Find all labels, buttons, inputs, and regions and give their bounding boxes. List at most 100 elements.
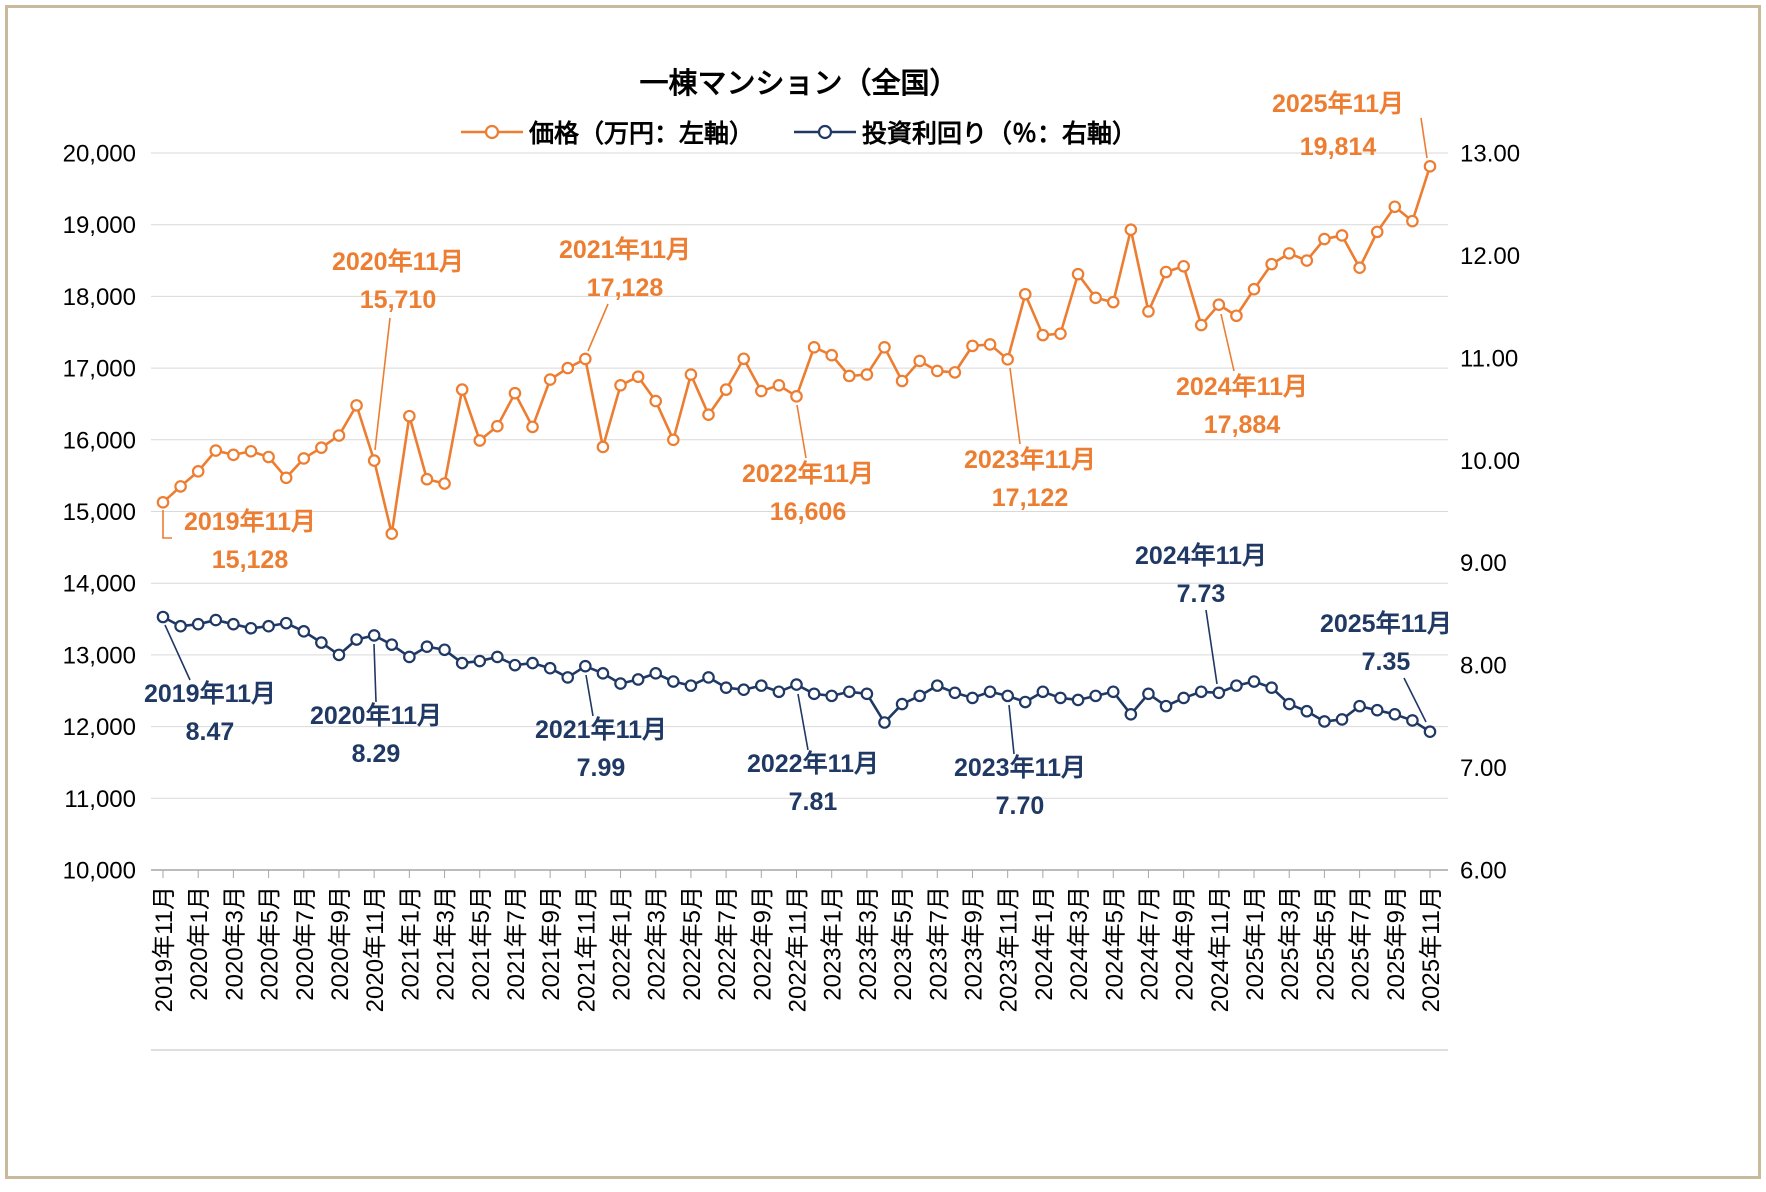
svg-text:2025年1月: 2025年1月 — [1242, 886, 1269, 1001]
svg-text:7.35: 7.35 — [1362, 648, 1411, 676]
svg-text:7.70: 7.70 — [996, 792, 1045, 820]
svg-text:17,884: 17,884 — [1204, 411, 1281, 439]
legend-label-yield: 投資利回り（％：右軸） — [862, 120, 1138, 148]
right-axis-labels: 13.00 12.00 11.00 10.00 9.00 8.00 7.00 6.00 — [1460, 141, 1520, 885]
svg-text:9.00: 9.00 — [1460, 550, 1507, 577]
svg-text:2022年9月: 2022年9月 — [749, 886, 776, 1001]
svg-text:11,000: 11,000 — [64, 786, 136, 813]
svg-text:8.29: 8.29 — [352, 740, 401, 768]
svg-text:2024年5月: 2024年5月 — [1101, 886, 1128, 1001]
yield-series — [156, 610, 1437, 739]
svg-text:2022年7月: 2022年7月 — [714, 886, 741, 1001]
price-legend-marker-icon — [460, 124, 523, 140]
svg-text:17,128: 17,128 — [587, 274, 664, 302]
svg-text:17,000: 17,000 — [63, 356, 136, 383]
svg-text:18,000: 18,000 — [63, 284, 136, 311]
svg-text:20,000: 20,000 — [63, 141, 136, 168]
chart-frame: 一棟マンション（全国） 価格（万円：左軸） 投資利回り（％：右軸） 20,000… — [5, 5, 1761, 1179]
svg-text:13.00: 13.00 — [1460, 141, 1520, 168]
svg-text:2019年11月: 2019年11月 — [151, 886, 178, 1012]
svg-text:16,000: 16,000 — [63, 427, 136, 454]
svg-text:2021年3月: 2021年3月 — [433, 886, 460, 1001]
svg-text:2025年7月: 2025年7月 — [1348, 886, 1375, 1001]
svg-text:2022年3月: 2022年3月 — [644, 886, 671, 1001]
svg-text:16,606: 16,606 — [770, 498, 846, 526]
legend-item-yield: 投資利回り（％：右軸） — [794, 114, 1137, 150]
svg-text:2019年11月: 2019年11月 — [184, 507, 316, 536]
svg-text:2025年11月: 2025年11月 — [1272, 89, 1404, 118]
svg-text:2023年1月: 2023年1月 — [820, 886, 847, 1001]
svg-text:2023年11月: 2023年11月 — [964, 445, 1096, 474]
svg-text:2024年7月: 2024年7月 — [1136, 886, 1163, 1001]
gridlines — [151, 152, 1448, 871]
legend-item-price: 価格（万円：左軸） — [460, 114, 754, 150]
svg-text:7.73: 7.73 — [1177, 580, 1226, 608]
svg-text:2023年11月: 2023年11月 — [954, 753, 1086, 782]
svg-text:2024年11月: 2024年11月 — [1207, 886, 1234, 1012]
svg-text:2025年11月: 2025年11月 — [1320, 609, 1452, 638]
svg-text:2023年7月: 2023年7月 — [925, 886, 952, 1001]
left-axis-labels: 20,000 19,000 18,000 17,000 16,000 15,000 14,0… — [63, 141, 136, 885]
svg-text:12.00: 12.00 — [1460, 243, 1520, 270]
legend: 価格（万円：左軸） 投資利回り（％：右軸） — [460, 114, 1137, 150]
chart-canvas: 20,000 19,000 18,000 17,000 16,000 15,000 14,0… — [63, 89, 1520, 1051]
svg-text:2020年3月: 2020年3月 — [221, 886, 248, 1001]
svg-text:19,000: 19,000 — [63, 212, 136, 239]
x-axis-labels: 2019年11月 2020年1月 2020年3月 2020年5月 2020年7月 2020… — [151, 870, 1445, 1012]
chart-title: 一棟マンション（全国） — [639, 68, 959, 100]
svg-text:2022年11月: 2022年11月 — [742, 459, 874, 488]
svg-text:2020年9月: 2020年9月 — [327, 886, 354, 1001]
price-series — [156, 160, 1437, 541]
svg-text:2024年3月: 2024年3月 — [1066, 886, 1093, 1001]
svg-text:2020年5月: 2020年5月 — [257, 886, 284, 1001]
price-series-markers — [156, 160, 1437, 541]
yield-series-markers — [156, 610, 1437, 739]
svg-text:10,000: 10,000 — [63, 858, 136, 885]
svg-text:2021年11月: 2021年11月 — [573, 886, 600, 1012]
legend-label-price: 価格（万円：左軸） — [528, 120, 754, 148]
svg-text:2024年9月: 2024年9月 — [1172, 886, 1199, 1001]
svg-text:2022年11月: 2022年11月 — [785, 886, 812, 1012]
svg-text:2020年11月: 2020年11月 — [310, 701, 442, 730]
svg-text:2020年11月: 2020年11月 — [332, 247, 464, 276]
svg-text:2024年11月: 2024年11月 — [1176, 372, 1308, 401]
svg-text:15,000: 15,000 — [63, 499, 136, 526]
svg-text:14,000: 14,000 — [63, 571, 136, 598]
svg-text:7.00: 7.00 — [1460, 755, 1507, 782]
svg-text:2025年5月: 2025年5月 — [1312, 886, 1339, 1001]
svg-text:2019年11月: 2019年11月 — [144, 679, 276, 708]
annotations: 2019年11月 15,128 2020年11月 15,710 2021年11月 17,1… — [144, 89, 1452, 820]
svg-text:2021年11月: 2021年11月 — [535, 715, 667, 744]
svg-text:11.00: 11.00 — [1460, 345, 1518, 372]
svg-text:2024年1月: 2024年1月 — [1031, 886, 1058, 1001]
svg-text:7.81: 7.81 — [789, 788, 838, 816]
svg-text:2022年1月: 2022年1月 — [609, 886, 636, 1001]
svg-text:2021年1月: 2021年1月 — [397, 886, 424, 1001]
svg-text:7.99: 7.99 — [577, 754, 626, 782]
svg-text:15,710: 15,710 — [360, 286, 436, 314]
svg-text:2024年11月: 2024年11月 — [1135, 541, 1267, 570]
svg-text:2023年5月: 2023年5月 — [890, 886, 917, 1001]
svg-text:2022年11月: 2022年11月 — [747, 749, 879, 778]
svg-text:10.00: 10.00 — [1460, 448, 1520, 475]
svg-text:2023年3月: 2023年3月 — [855, 886, 882, 1001]
svg-text:2025年9月: 2025年9月 — [1383, 886, 1410, 1001]
svg-text:2022年5月: 2022年5月 — [679, 886, 706, 1001]
svg-text:2023年11月: 2023年11月 — [996, 886, 1023, 1012]
svg-text:19,814: 19,814 — [1300, 133, 1377, 161]
svg-text:6.00: 6.00 — [1460, 858, 1507, 885]
svg-text:8.00: 8.00 — [1460, 653, 1507, 680]
svg-text:13,000: 13,000 — [63, 642, 136, 669]
svg-text:8.47: 8.47 — [186, 718, 235, 746]
svg-text:15,128: 15,128 — [212, 546, 289, 574]
svg-text:2021年7月: 2021年7月 — [503, 886, 530, 1001]
svg-text:2025年11月: 2025年11月 — [1418, 886, 1445, 1012]
svg-text:12,000: 12,000 — [63, 714, 136, 741]
svg-text:17,122: 17,122 — [992, 484, 1068, 512]
svg-text:2021年9月: 2021年9月 — [538, 886, 565, 1001]
svg-text:2021年5月: 2021年5月 — [468, 886, 495, 1001]
svg-text:2020年1月: 2020年1月 — [186, 886, 213, 1001]
svg-text:2020年11月: 2020年11月 — [362, 886, 389, 1012]
svg-text:2025年3月: 2025年3月 — [1277, 886, 1304, 1001]
yield-legend-marker-icon — [794, 124, 856, 140]
